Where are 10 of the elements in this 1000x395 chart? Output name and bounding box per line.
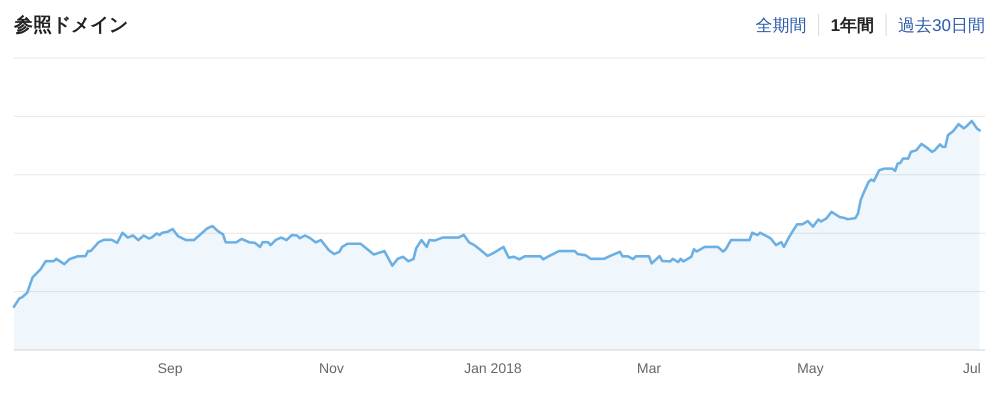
- text: 1年間: [830, 16, 874, 35]
- text: 過去30日間: [898, 16, 985, 35]
- text: 全期間: [756, 16, 807, 35]
- x-tick-label: May: [797, 360, 824, 376]
- chart-title: 参照ドメイン: [13, 14, 128, 36]
- x-tick-label: Sep: [158, 360, 183, 376]
- x-tick-label: Jan 2018: [464, 360, 522, 376]
- x-tick-label: Mar: [636, 360, 662, 376]
- x-tick-label: Nov: [319, 360, 344, 376]
- x-tick-label: Jul: [962, 360, 981, 376]
